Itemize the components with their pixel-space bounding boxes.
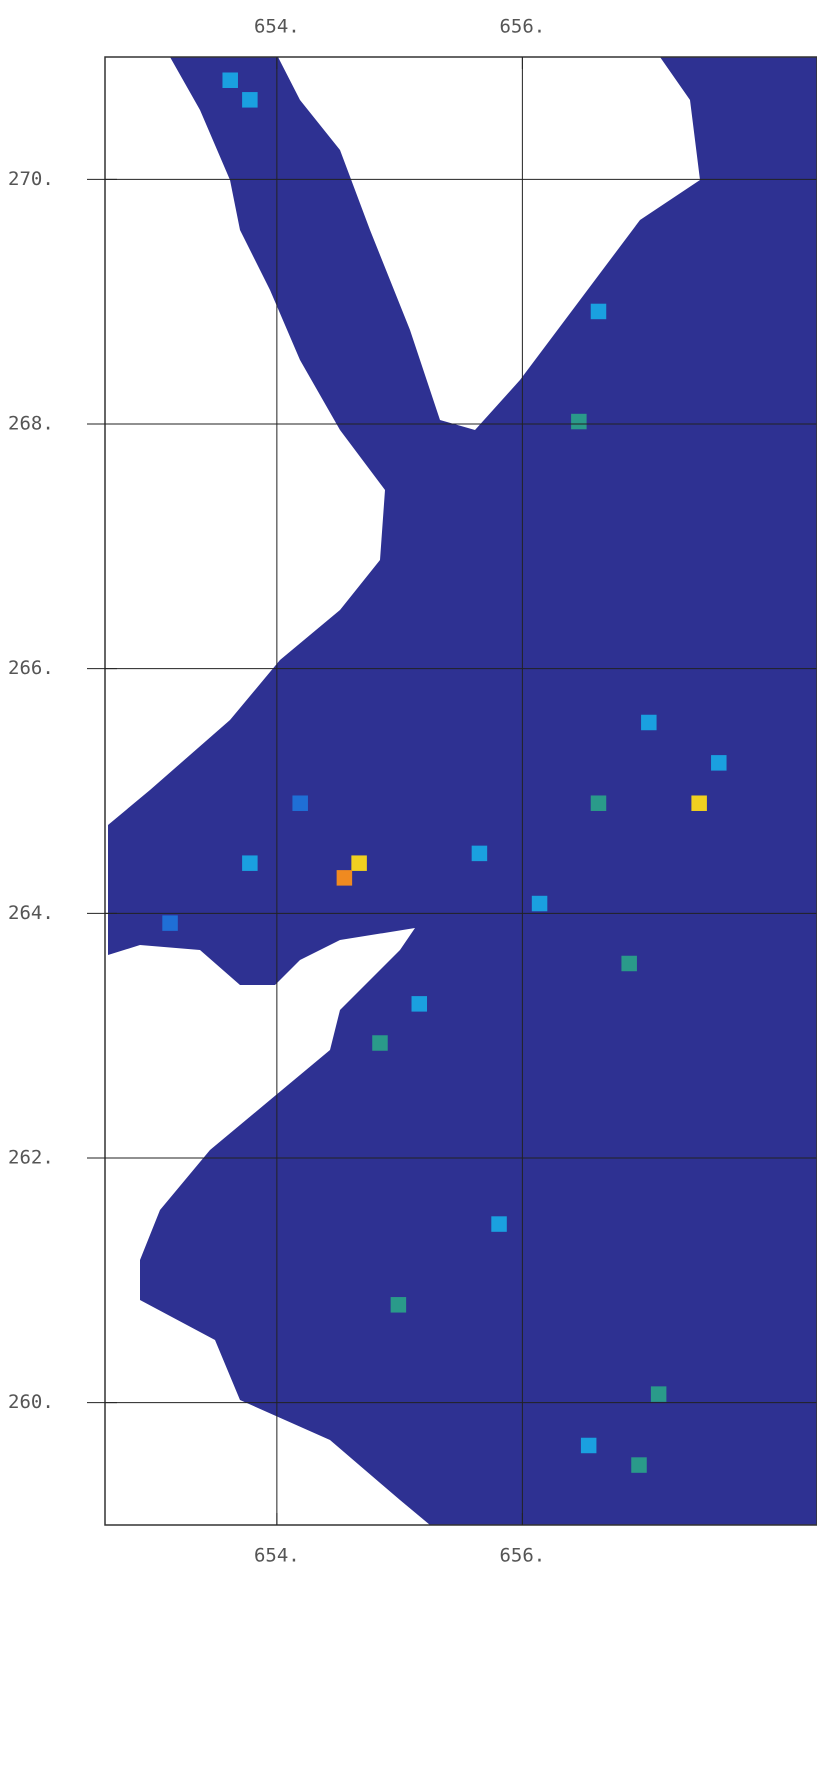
data-region <box>108 57 817 1525</box>
y-tick-label: 262. <box>8 1147 54 1169</box>
cell <box>591 795 607 811</box>
cell <box>162 915 178 931</box>
x-tick-label: 654. <box>254 1545 300 1567</box>
y-tick-label: 268. <box>8 413 54 435</box>
cell <box>571 414 587 430</box>
cell <box>532 896 548 912</box>
y-tick-label: 260. <box>8 1391 54 1413</box>
cell <box>641 715 657 731</box>
cell <box>372 1035 388 1051</box>
cell <box>412 996 428 1012</box>
cell <box>472 846 488 862</box>
page: 654. 654. 656. 656. 260. 262. 264. 266. 268. 270.… <box>0 0 817 1782</box>
cell <box>631 1457 647 1473</box>
cell <box>491 1216 507 1232</box>
cell <box>337 870 353 886</box>
y-tick-label: 270. <box>8 168 54 190</box>
cell <box>242 92 257 108</box>
x-tick-label: 654. <box>254 16 300 38</box>
cell <box>292 795 308 811</box>
cell <box>591 304 607 320</box>
cell <box>651 1386 667 1402</box>
x-tick-label: 656. <box>499 16 545 38</box>
cell <box>711 755 727 771</box>
cell <box>222 72 238 88</box>
y-tick-label: 264. <box>8 902 54 924</box>
x-tick-label: 656. <box>499 1545 545 1567</box>
cell <box>391 1297 407 1313</box>
cell <box>691 795 707 811</box>
cell <box>351 855 367 871</box>
y-tick-label: 266. <box>8 657 54 679</box>
cell <box>621 956 637 972</box>
cell <box>242 855 257 871</box>
chart: 654. 654. 656. 656. 260. 262. 264. 266. 268. 270. <box>0 0 817 1782</box>
cell <box>581 1438 597 1454</box>
plot-area <box>105 57 817 1525</box>
